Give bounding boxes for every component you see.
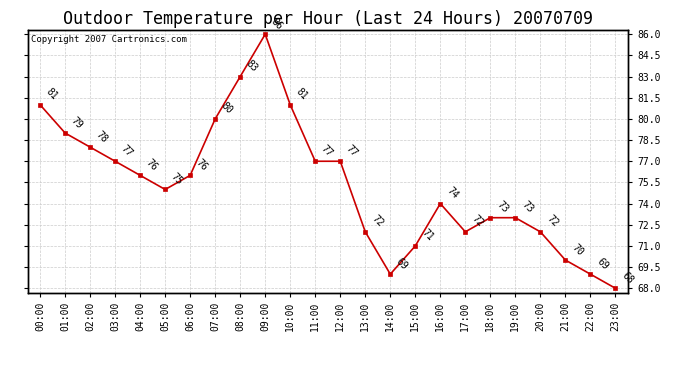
Text: 77: 77: [319, 143, 335, 159]
Text: 70: 70: [569, 242, 585, 257]
Text: 75: 75: [169, 171, 185, 187]
Text: 69: 69: [595, 256, 610, 272]
Text: 71: 71: [420, 228, 435, 243]
Text: 80: 80: [219, 101, 235, 116]
Text: 81: 81: [44, 87, 59, 102]
Text: 78: 78: [95, 129, 110, 144]
Text: 69: 69: [395, 256, 410, 272]
Text: 72: 72: [469, 214, 485, 229]
Text: 73: 73: [495, 200, 510, 215]
Text: 68: 68: [620, 270, 635, 285]
Text: 74: 74: [444, 185, 460, 201]
Text: 76: 76: [195, 157, 210, 172]
Text: 83: 83: [244, 58, 259, 74]
Text: 73: 73: [520, 200, 535, 215]
Text: 79: 79: [69, 115, 85, 130]
Text: 86: 86: [269, 16, 285, 32]
Text: 76: 76: [144, 157, 159, 172]
Text: 72: 72: [544, 214, 560, 229]
Text: 77: 77: [119, 143, 135, 159]
Title: Outdoor Temperature per Hour (Last 24 Hours) 20070709: Outdoor Temperature per Hour (Last 24 Ho…: [63, 10, 593, 28]
Text: 77: 77: [344, 143, 359, 159]
Text: 81: 81: [295, 87, 310, 102]
Text: Copyright 2007 Cartronics.com: Copyright 2007 Cartronics.com: [30, 35, 186, 44]
Text: 72: 72: [369, 214, 385, 229]
